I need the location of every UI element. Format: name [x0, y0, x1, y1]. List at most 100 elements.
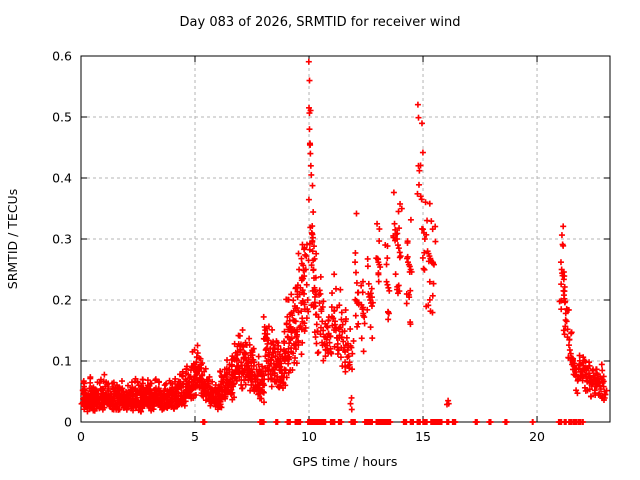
- data-point: [417, 193, 424, 200]
- data-point: [242, 381, 249, 388]
- data-point: [558, 306, 565, 313]
- data-point: [369, 335, 376, 342]
- data-point: [582, 387, 589, 394]
- data-point: [239, 327, 246, 334]
- data-point: [227, 390, 234, 397]
- data-point: [147, 380, 154, 387]
- data-point: [341, 328, 348, 335]
- data-point: [212, 381, 219, 388]
- data-point: [390, 189, 397, 196]
- data-point: [129, 390, 136, 397]
- data-point: [155, 379, 162, 386]
- data-point: [336, 302, 343, 309]
- data-point: [387, 419, 394, 425]
- data-point: [259, 363, 266, 370]
- data-point: [422, 199, 429, 206]
- data-point: [595, 379, 602, 386]
- data-point: [148, 407, 155, 414]
- data-point: [299, 339, 306, 346]
- data-point: [309, 234, 316, 241]
- axis-tick-labels: 0 0.1 0.2 0.3 0.4 0.5 0.6 0 5 10 15 20: [52, 49, 545, 445]
- data-point: [301, 328, 308, 335]
- data-point: [383, 261, 390, 268]
- data-point: [294, 282, 301, 289]
- data-point: [137, 388, 144, 395]
- data-point: [104, 381, 111, 388]
- data-point: [429, 292, 436, 299]
- data-point: [301, 320, 308, 327]
- data-point: [343, 316, 350, 323]
- data-point: [567, 350, 574, 357]
- data-point: [566, 336, 573, 343]
- data-point: [87, 379, 94, 386]
- data-point: [562, 310, 569, 317]
- data-point: [560, 327, 567, 334]
- data-point: [418, 225, 425, 232]
- data-point: [255, 361, 262, 368]
- data-point: [322, 419, 329, 425]
- chart-title: Day 083 of 2026, SRMTID for receiver win…: [179, 15, 461, 30]
- data-point: [428, 218, 435, 225]
- data-point: [352, 259, 359, 266]
- data-point: [368, 285, 375, 292]
- data-point: [404, 238, 411, 245]
- data-point: [562, 298, 569, 305]
- data-point: [317, 331, 324, 338]
- data-point: [229, 353, 236, 360]
- data-point: [234, 357, 241, 364]
- data-point: [209, 378, 216, 385]
- data-point: [474, 419, 481, 425]
- data-point: [101, 371, 108, 378]
- data-point: [569, 355, 576, 362]
- data-point: [419, 254, 426, 261]
- data-point: [302, 251, 309, 258]
- data-point: [335, 325, 342, 332]
- data-point: [255, 353, 262, 360]
- data-point: [268, 354, 275, 361]
- y-tick-label: 0.2: [52, 293, 72, 308]
- data-point: [349, 366, 356, 373]
- data-point: [561, 283, 568, 290]
- data-point: [258, 395, 265, 402]
- data-point: [575, 375, 582, 382]
- data-point: [288, 345, 295, 352]
- data-point: [194, 350, 201, 357]
- data-point: [228, 363, 235, 370]
- data-point: [233, 377, 240, 384]
- data-point: [331, 321, 338, 328]
- data-point: [352, 312, 359, 319]
- data-point: [339, 363, 346, 370]
- data-point: [579, 368, 586, 375]
- data-point: [425, 258, 432, 265]
- data-point: [359, 304, 366, 311]
- data-point: [566, 347, 573, 354]
- data-point: [135, 407, 142, 414]
- data-point: [375, 256, 382, 263]
- data-point: [238, 359, 245, 366]
- data-point: [187, 373, 194, 380]
- data-point: [415, 181, 422, 188]
- data-point: [187, 367, 194, 374]
- data-point: [250, 345, 257, 352]
- data-point: [396, 254, 403, 261]
- data-point: [406, 263, 413, 270]
- data-point: [560, 242, 567, 249]
- data-point: [239, 385, 246, 392]
- data-point: [361, 320, 368, 327]
- data-point: [580, 354, 587, 361]
- data-point: [317, 324, 324, 331]
- data-point: [320, 298, 327, 305]
- data-point: [197, 355, 204, 362]
- data-point: [338, 334, 345, 341]
- data-point: [303, 253, 310, 260]
- data-point: [286, 340, 293, 347]
- x-tick-label: 10: [301, 429, 317, 444]
- data-point: [260, 419, 267, 425]
- data-point: [221, 394, 228, 401]
- data-point: [420, 265, 427, 272]
- data-point: [561, 331, 568, 338]
- data-point: [290, 350, 297, 357]
- data-point: [297, 419, 304, 425]
- data-point: [134, 378, 141, 385]
- data-point: [334, 350, 341, 357]
